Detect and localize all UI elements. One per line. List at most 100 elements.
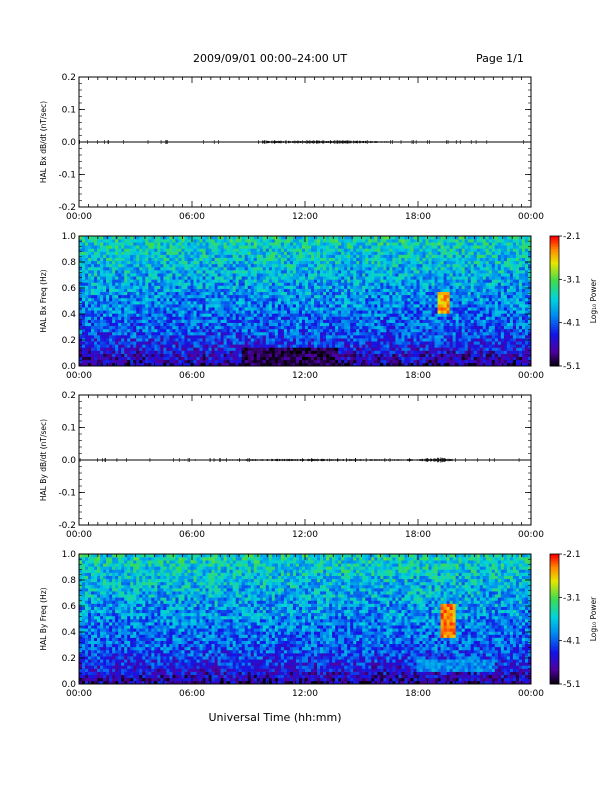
spectrogram-cell xyxy=(286,341,291,345)
spectrogram-cell xyxy=(395,335,399,339)
spectrogram-cell xyxy=(344,307,348,311)
spectrogram-cell xyxy=(118,242,122,246)
spectrogram-cell xyxy=(187,266,191,271)
spectrogram-cell xyxy=(380,350,384,354)
spectrogram-cell xyxy=(268,294,273,299)
spectrogram-cell xyxy=(223,273,227,277)
spectrogram-cell xyxy=(178,260,182,265)
spectrogram-cell xyxy=(193,263,197,268)
spectrogram-cell xyxy=(163,285,167,289)
spectrogram-cell xyxy=(124,331,128,336)
spectrogram-cell xyxy=(308,270,312,274)
spectrogram-cell xyxy=(241,338,246,342)
spectrogram-cell xyxy=(211,344,215,348)
spectrogram-cell xyxy=(112,322,116,327)
spectrogram-cell xyxy=(118,266,122,271)
spectrogram-cell xyxy=(193,294,197,299)
spectrogram-cell xyxy=(244,239,249,243)
spectrogram-cell xyxy=(268,341,273,345)
spectrogram-cell xyxy=(133,257,137,262)
spectrogram-cell xyxy=(311,304,315,308)
spectrogram-cell xyxy=(377,297,381,302)
spectrogram-cell xyxy=(220,313,224,317)
spectrogram-cell xyxy=(181,263,185,268)
spectrogram-cell xyxy=(172,356,176,361)
spectrogram-cell xyxy=(250,344,255,348)
spectrogram-cell xyxy=(217,344,221,348)
spectrogram-cell xyxy=(217,273,221,277)
spectrogram-cell xyxy=(118,251,122,255)
spectrogram-cell xyxy=(121,254,125,258)
spectrogram-cell xyxy=(103,236,107,240)
spectrogram-cell xyxy=(305,291,309,296)
spectrogram-cell xyxy=(314,257,318,262)
spectrogram-cell xyxy=(256,254,261,258)
spectrogram-cell xyxy=(184,248,188,252)
spectrogram-cell xyxy=(169,251,173,255)
spectrogram-cell xyxy=(311,239,315,243)
spectrogram-cell xyxy=(262,325,267,330)
spectrogram-cell xyxy=(332,257,336,262)
spectrogram-cell xyxy=(202,310,206,314)
spectrogram-cell xyxy=(305,325,309,330)
spectrogram-cell xyxy=(112,245,116,249)
spectrogram-cell xyxy=(341,273,345,277)
spectrogram-cell xyxy=(398,335,402,339)
spectrogram-cell xyxy=(283,325,288,330)
spectrogram-cell xyxy=(323,288,327,293)
spectrogram-cell xyxy=(160,294,164,299)
spectrogram-cell xyxy=(353,242,357,246)
spectrogram-cell xyxy=(175,359,179,364)
spectrogram-cell xyxy=(169,350,173,354)
spectrogram-cell xyxy=(124,338,128,342)
spectrogram-cell xyxy=(323,279,327,283)
spectrogram-cell xyxy=(286,325,291,330)
spectrogram-cell xyxy=(139,251,143,255)
spectrogram-cell xyxy=(265,294,270,299)
spectrogram-cell xyxy=(247,291,252,296)
spectrogram-cell xyxy=(88,347,92,351)
spectrogram-cell xyxy=(139,294,143,299)
spectrogram-cell xyxy=(374,236,378,240)
spectrogram-cell xyxy=(169,239,173,243)
spectrogram-cell xyxy=(368,316,372,320)
spectrogram-cell xyxy=(323,335,327,339)
spectrogram-cell xyxy=(271,310,276,314)
spectrogram-cell xyxy=(347,301,351,305)
spectrogram-cell xyxy=(395,310,399,314)
spectrogram-cell xyxy=(115,263,119,268)
spectrogram-cell xyxy=(109,236,113,240)
spectrogram-cell xyxy=(202,344,206,348)
spectrogram-cell xyxy=(398,325,402,330)
spectrogram-cell xyxy=(401,344,405,348)
spectrogram-cell xyxy=(308,254,312,258)
spectrogram-cell xyxy=(88,310,92,314)
spectrogram-cell xyxy=(289,254,294,258)
spectrogram-cell xyxy=(268,239,273,243)
spectrogram-cell xyxy=(238,335,243,339)
spectrogram-cell xyxy=(235,322,240,327)
spectrogram-cell xyxy=(338,310,342,314)
spectrogram-cell xyxy=(106,239,110,243)
spectrogram-cell xyxy=(268,359,273,364)
spectrogram-cell xyxy=(91,359,95,364)
spectrogram-cell xyxy=(184,254,188,258)
spectrogram-cell xyxy=(205,248,209,252)
spectrogram-cell xyxy=(100,263,104,268)
spectrogram-cell xyxy=(389,335,393,339)
spectrogram-cell xyxy=(130,319,134,323)
spectrogram-cell xyxy=(265,276,270,280)
spectrogram-cell xyxy=(292,319,297,323)
spectrogram-cell xyxy=(121,285,125,289)
spectrogram-cell xyxy=(136,297,140,302)
spectrogram-cell xyxy=(286,263,291,268)
spectrogram-cell xyxy=(374,282,378,286)
spectrogram-cell xyxy=(314,254,318,258)
spectrogram-cell xyxy=(353,236,357,240)
spectrogram-cell xyxy=(142,245,146,249)
spectrogram-cell xyxy=(106,297,110,302)
spectrogram-cell xyxy=(112,236,116,240)
spectrogram-cell xyxy=(163,331,167,336)
spectrogram-cell xyxy=(184,325,188,330)
spectrogram-cell xyxy=(359,353,363,358)
